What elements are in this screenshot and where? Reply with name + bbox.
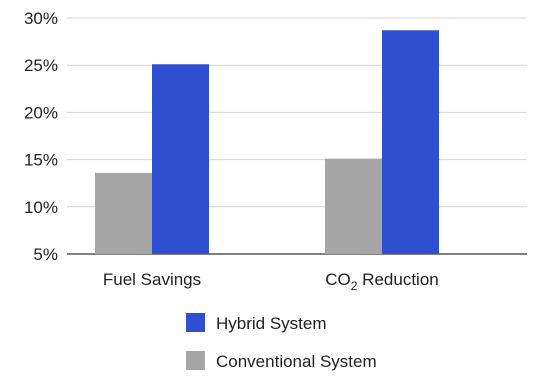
x-axis-ticks: Fuel Savings CO2 Reduction xyxy=(103,270,439,293)
bar-hybrid-co2-reduction xyxy=(382,30,439,254)
y-tick-label: 5% xyxy=(33,245,58,264)
x-tick-label: Fuel Savings xyxy=(103,270,201,289)
bars xyxy=(95,30,439,254)
y-axis-ticks: 5% 10% 15% 20% 25% 30% xyxy=(24,9,58,264)
y-tick-label: 10% xyxy=(24,198,58,217)
bar-conventional-co2-reduction xyxy=(325,158,382,254)
legend-label: Hybrid System xyxy=(216,314,327,333)
y-tick-label: 20% xyxy=(24,103,58,122)
y-tick-label: 25% xyxy=(24,56,58,75)
bar-conventional-fuel-savings xyxy=(95,172,152,254)
legend: Hybrid System Conventional System xyxy=(186,313,377,371)
legend-swatch xyxy=(186,313,205,332)
legend-label: Conventional System xyxy=(216,352,377,371)
legend-swatch xyxy=(186,351,205,370)
y-tick-label: 15% xyxy=(24,151,58,170)
bar-hybrid-fuel-savings xyxy=(152,64,209,254)
x-tick-label: CO2 Reduction xyxy=(325,270,438,293)
y-tick-label: 30% xyxy=(24,9,58,28)
